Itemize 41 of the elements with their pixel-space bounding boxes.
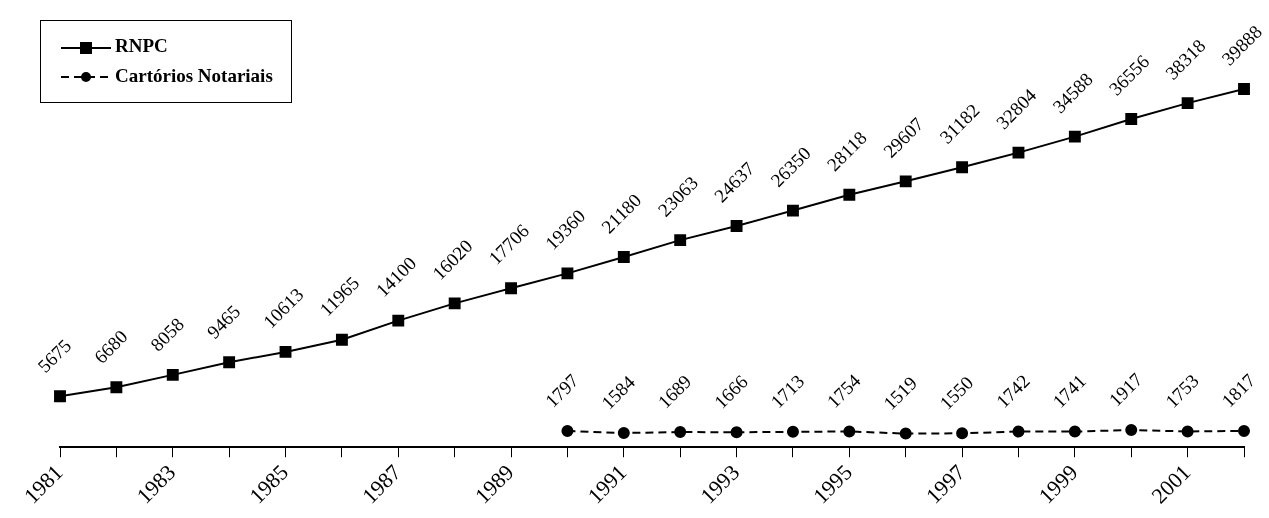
data-label: 1741	[1048, 370, 1091, 412]
legend-label: Cartórios Notariais	[115, 64, 273, 86]
point	[1068, 425, 1081, 438]
point	[223, 356, 236, 369]
point	[1125, 112, 1138, 125]
point	[956, 427, 969, 440]
point	[448, 297, 461, 310]
point	[617, 251, 630, 263]
point	[617, 427, 630, 439]
data-label: 1713	[766, 370, 809, 413]
point	[730, 426, 743, 439]
legend-label: RNPC	[115, 35, 168, 56]
data-label: 1689	[653, 370, 696, 413]
point	[110, 381, 123, 394]
point	[561, 267, 574, 280]
point	[899, 427, 912, 440]
point	[166, 368, 179, 381]
point	[843, 425, 856, 438]
point	[561, 425, 574, 438]
point	[505, 282, 517, 295]
point	[1238, 424, 1250, 437]
point	[1068, 130, 1081, 143]
point	[335, 333, 348, 346]
point	[787, 204, 799, 217]
point	[899, 175, 912, 188]
point	[54, 390, 66, 403]
point	[1181, 425, 1194, 438]
point	[674, 234, 687, 247]
point	[786, 425, 799, 438]
point	[1181, 97, 1194, 110]
point	[956, 161, 969, 174]
point	[730, 220, 743, 232]
point	[279, 345, 292, 358]
point	[392, 314, 405, 327]
data-label: 6680	[89, 325, 132, 368]
point	[1238, 83, 1250, 95]
point	[674, 426, 687, 439]
point	[843, 188, 856, 201]
point	[1012, 425, 1025, 438]
point	[1125, 424, 1138, 436]
point	[1012, 146, 1025, 159]
